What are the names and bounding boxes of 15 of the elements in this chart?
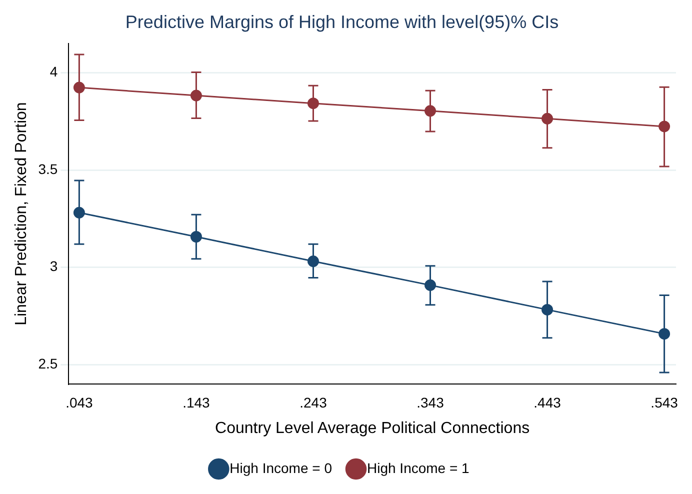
y-tick-label: 3 (50, 258, 58, 274)
x-tick-label: .443 (534, 394, 562, 410)
x-tick-label: .543 (650, 394, 678, 410)
y-tick-label: 3.5 (38, 160, 58, 177)
legend-label: High Income = 0 (230, 460, 332, 476)
x-tick-label: .343 (416, 394, 444, 410)
x-tick-label: .243 (300, 394, 328, 410)
x-tick-label: .043 (66, 394, 94, 410)
x-tick-label: .143 (182, 394, 210, 410)
x-axis-title: Country Level Average Political Connections (215, 420, 530, 437)
legend-label: High Income = 1 (367, 460, 470, 476)
y-axis-title: Linear Prediction, Fixed Portion (13, 102, 30, 326)
y-tick-label: 4 (50, 64, 58, 80)
y-tick-label: 2.5 (38, 355, 58, 372)
chart-title: Predictive Margins of High Income with level(95)% CIs (125, 12, 559, 32)
